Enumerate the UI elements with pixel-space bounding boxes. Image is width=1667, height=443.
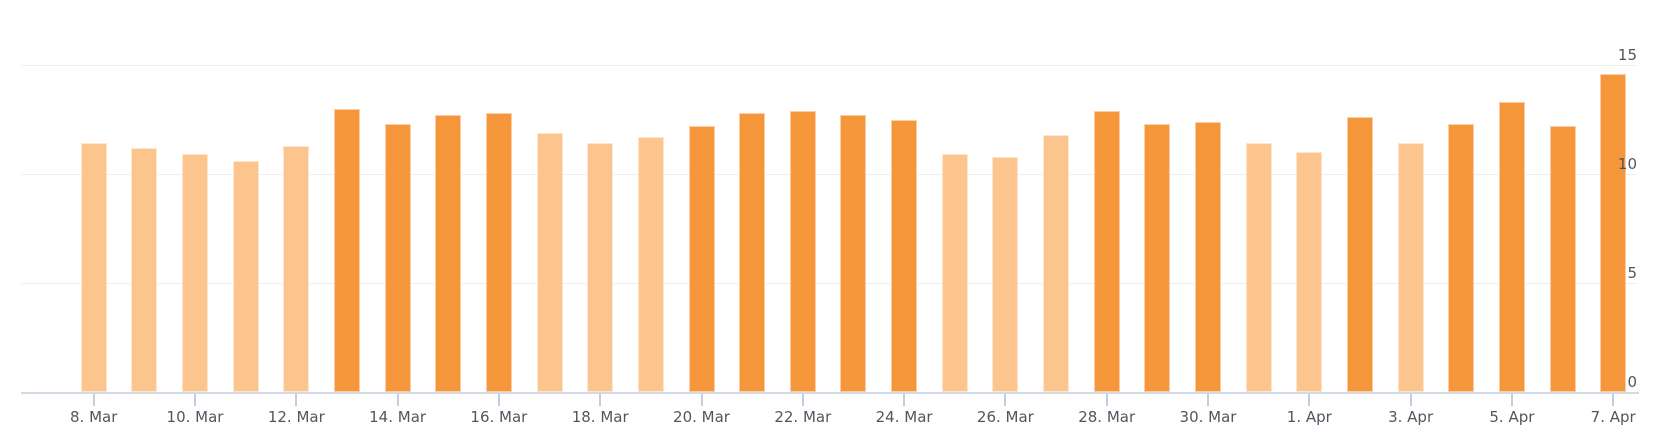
- x-axis-tick: [1105, 394, 1108, 406]
- x-axis-label: 8. Mar: [69, 408, 118, 426]
- x-axis-label: 1. Apr: [1286, 408, 1332, 426]
- x-axis-label: 12. Mar: [267, 408, 325, 426]
- x-axis-tick: [1510, 394, 1513, 406]
- x-axis-label: 28. Mar: [1078, 408, 1136, 426]
- bar-2-apr[interactable]: [1346, 117, 1373, 392]
- x-axis-tick: [700, 394, 703, 406]
- bar-20-mar[interactable]: [688, 126, 715, 392]
- bar-5-apr[interactable]: [1498, 102, 1525, 392]
- x-axis-tick: [295, 394, 298, 406]
- bar-4-apr[interactable]: [1448, 123, 1475, 392]
- bar-16-mar[interactable]: [485, 112, 512, 392]
- x-axis-label: 26. Mar: [976, 408, 1034, 426]
- bar-14-mar[interactable]: [384, 123, 411, 392]
- x-axis-label: 24. Mar: [875, 408, 933, 426]
- bar-13-mar[interactable]: [333, 108, 360, 392]
- bar-30-mar[interactable]: [1195, 121, 1221, 392]
- bar-18-mar[interactable]: [587, 143, 614, 392]
- bar-22-mar[interactable]: [789, 110, 816, 392]
- x-axis-label: 5. Apr: [1489, 408, 1535, 426]
- bar-1-apr[interactable]: [1296, 152, 1323, 392]
- y-axis-label: 5: [1627, 264, 1637, 282]
- x-axis-label: 22. Mar: [774, 408, 832, 426]
- x-axis-tick: [1308, 394, 1311, 406]
- x-axis-label: 18. Mar: [571, 408, 629, 426]
- x-axis-tick: [1612, 394, 1615, 406]
- bar-7-apr[interactable]: [1600, 73, 1627, 392]
- x-axis-tick: [92, 394, 95, 406]
- x-axis-label: 20. Mar: [673, 408, 730, 426]
- bar-6-apr[interactable]: [1549, 126, 1576, 392]
- y-gridline: [21, 65, 1637, 66]
- bar-28-mar[interactable]: [1093, 110, 1120, 392]
- x-axis-label: 30. Mar: [1179, 408, 1237, 426]
- bar-27-mar[interactable]: [1043, 134, 1070, 392]
- y-gridline: [21, 283, 1637, 284]
- bar-25-mar[interactable]: [941, 154, 968, 392]
- x-axis-tick: [599, 394, 602, 406]
- x-axis-label: 14. Mar: [369, 408, 427, 426]
- bar-10-mar[interactable]: [182, 154, 208, 392]
- bar-26-mar[interactable]: [992, 156, 1019, 392]
- y-axis-label: 10: [1617, 155, 1637, 173]
- x-axis-tick: [1409, 394, 1412, 406]
- x-axis-tick: [194, 394, 196, 406]
- y-axis-label: 0: [1627, 373, 1637, 391]
- bar-3-apr[interactable]: [1397, 143, 1424, 392]
- bar-29-mar[interactable]: [1144, 123, 1171, 392]
- x-axis-tick: [801, 394, 804, 406]
- y-gridline: [21, 174, 1637, 175]
- x-axis-tick: [497, 394, 500, 406]
- bar-23-mar[interactable]: [840, 115, 867, 392]
- bar-24-mar[interactable]: [891, 119, 918, 392]
- x-axis-line: [21, 392, 1639, 394]
- bar-15-mar[interactable]: [435, 115, 462, 392]
- x-axis-label: 10. Mar: [166, 408, 224, 426]
- bar-9-mar[interactable]: [131, 147, 158, 392]
- bar-17-mar[interactable]: [536, 132, 563, 392]
- x-axis-label: 7. Apr: [1590, 408, 1636, 426]
- x-axis-tick: [903, 394, 906, 406]
- y-axis-label: 15: [1617, 46, 1637, 64]
- x-axis-tick: [1004, 394, 1007, 406]
- bar-21-mar[interactable]: [739, 112, 766, 392]
- x-axis-label: 16. Mar: [470, 408, 528, 426]
- bar-11-mar[interactable]: [232, 160, 259, 392]
- x-axis-tick: [396, 394, 399, 406]
- bar-8-mar[interactable]: [80, 143, 107, 392]
- x-axis-label: 3. Apr: [1388, 408, 1434, 426]
- bar-19-mar[interactable]: [637, 136, 664, 392]
- bar-31-mar[interactable]: [1245, 143, 1272, 392]
- bar-12-mar[interactable]: [283, 145, 310, 392]
- x-axis-tick: [1207, 394, 1209, 406]
